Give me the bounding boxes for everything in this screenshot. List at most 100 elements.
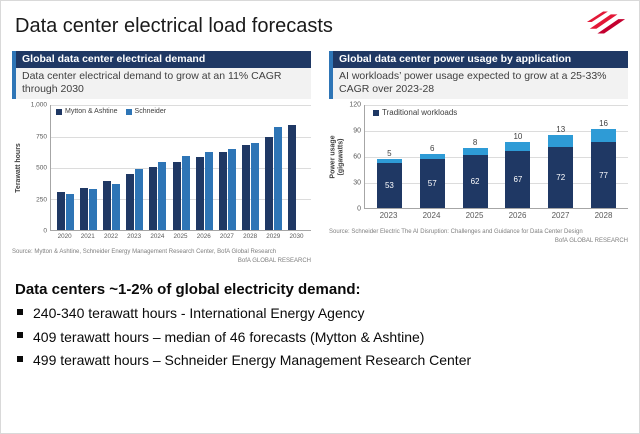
bar (158, 162, 167, 231)
left-chart-panel: Global data center electrical demand Dat… (12, 51, 311, 265)
bar-value-label: 8 (472, 138, 478, 148)
header: Data center electrical load forecasts (1, 1, 639, 47)
stacked-bar: 77 16 (591, 118, 617, 209)
x-tick-label: 2028 (594, 211, 613, 221)
legend-item: Schneider (125, 108, 167, 116)
gridline (51, 199, 311, 201)
stacked-bar: 53 5 (376, 148, 402, 209)
list-item: 499 terawatt hours – Schneider Energy Ma… (15, 352, 625, 370)
list-item: 240-340 terawatt hours - International E… (15, 305, 625, 323)
bar (172, 161, 181, 231)
bar-group (285, 125, 308, 231)
charts-row: Global data center electrical demand Dat… (1, 51, 639, 265)
y-tick-label: 90 (353, 127, 361, 135)
bar-value-label: 13 (556, 125, 566, 135)
bar (89, 189, 98, 231)
stacked-bar: 57 6 (419, 144, 445, 209)
right-brand-text: BofA GLOBAL RESEARCH (554, 237, 628, 244)
right-source-text: Source: Schneider Electric The AI Disrup… (329, 229, 583, 236)
bar-group (262, 126, 285, 231)
bullet-square-icon (17, 355, 23, 362)
right-chart-panel: Global data center power usage by applic… (329, 51, 628, 265)
gridline (51, 136, 311, 138)
bar-segment (462, 148, 488, 156)
gridline (51, 167, 311, 169)
y-tick-label: 30 (353, 179, 361, 187)
bar-group (169, 156, 192, 231)
bar-segment: 53 (376, 162, 402, 209)
bar (112, 183, 121, 231)
legend-swatch (373, 109, 379, 116)
gridline (365, 105, 628, 107)
stacked-bar: 62 8 (462, 138, 488, 209)
bar (218, 152, 227, 231)
bar (80, 187, 89, 231)
accent-bar (329, 51, 333, 100)
bar-segment: 62 (462, 155, 488, 209)
x-tick-label: 2025 (173, 233, 188, 241)
bar-group (193, 152, 216, 231)
left-chart: Terawatt hours 1,000 750 500 250 0 Mytton & … (12, 102, 311, 241)
y-tick-label: 750 (36, 133, 47, 141)
y-tick-label: 60 (353, 153, 361, 161)
y-tick-label: 500 (36, 164, 47, 172)
legend-swatch (56, 108, 62, 115)
bar-segment: 72 (548, 146, 574, 209)
bar (57, 191, 66, 231)
y-tick-label: 120 (349, 101, 361, 109)
bar-segment: 57 (419, 159, 445, 209)
right-chart-legend: Traditional workloads (373, 108, 457, 117)
left-plot-area: Mytton & Ashtine Schneider (50, 105, 311, 232)
gridline (365, 182, 628, 184)
bar-group (239, 142, 262, 231)
x-tick-label: 2025 (465, 211, 484, 221)
accent-bar (12, 51, 16, 100)
bar (250, 142, 259, 231)
bar-value-label: 5 (387, 148, 392, 158)
x-tick-label: 2027 (219, 233, 234, 241)
y-tick-label: 0 (357, 205, 361, 213)
legend-label: Schneider (134, 108, 167, 116)
x-tick-label: 2024 (150, 233, 165, 241)
list-item: 409 terawatt hours – median of 46 foreca… (15, 329, 625, 347)
legend-label: Mytton & Ashtine (65, 108, 118, 116)
page-title: Data center electrical load forecasts (15, 15, 333, 37)
right-x-ticks: 2023 2024 2025 2026 2027 2028 (364, 209, 628, 220)
bofa-flag-logo (586, 11, 626, 34)
x-tick-label: 2026 (196, 233, 211, 241)
right-y-axis-label: Power usage (gigawatts) (329, 135, 345, 179)
x-tick-label: 2021 (80, 233, 95, 241)
bar-value-label: 16 (599, 118, 608, 128)
left-y-axis-label: Terawatt hours (14, 143, 22, 194)
bar-group (216, 148, 239, 231)
bar-group (146, 162, 169, 231)
legend-item: Mytton & Ashtine (56, 108, 118, 115)
left-source-text: Source: Mytton & Ashtine, Schneider Ener… (12, 249, 277, 256)
x-tick-label: 2028 (243, 233, 258, 241)
left-y-ticks: 1,000 750 500 250 0 (26, 102, 50, 235)
bar-segment (376, 158, 402, 163)
left-source-block: Source: Mytton & Ashtine, Schneider Ener… (12, 248, 311, 265)
bar-group: 53 5 (368, 149, 411, 209)
bar (135, 169, 144, 231)
bar (241, 145, 250, 231)
bar-group: 57 6 (411, 144, 454, 209)
left-panel-header: Global data center electrical demand Dat… (12, 51, 311, 100)
bar-value-label: 6 (430, 144, 435, 154)
bar-group: 77 16 (582, 119, 625, 209)
right-plot-area: Traditional workloads 53 5 57 6 62 8 67 10 72 13 7… (364, 105, 628, 210)
left-chart-bars (51, 105, 311, 231)
x-tick-label: 2020 (57, 233, 72, 241)
gridline (365, 156, 628, 158)
x-tick-label: 2029 (266, 233, 281, 241)
bar-group: 62 8 (454, 138, 497, 209)
bar-group: 72 13 (539, 125, 582, 209)
bar-segment: 67 (505, 150, 531, 209)
bar-segment: 77 (591, 142, 617, 209)
bar (66, 194, 75, 231)
bar-group (100, 181, 123, 231)
y-tick-label: 250 (36, 196, 47, 204)
bullet-text: 499 terawatt hours – Schneider Energy Ma… (33, 352, 472, 369)
x-tick-label: 2027 (551, 211, 570, 221)
